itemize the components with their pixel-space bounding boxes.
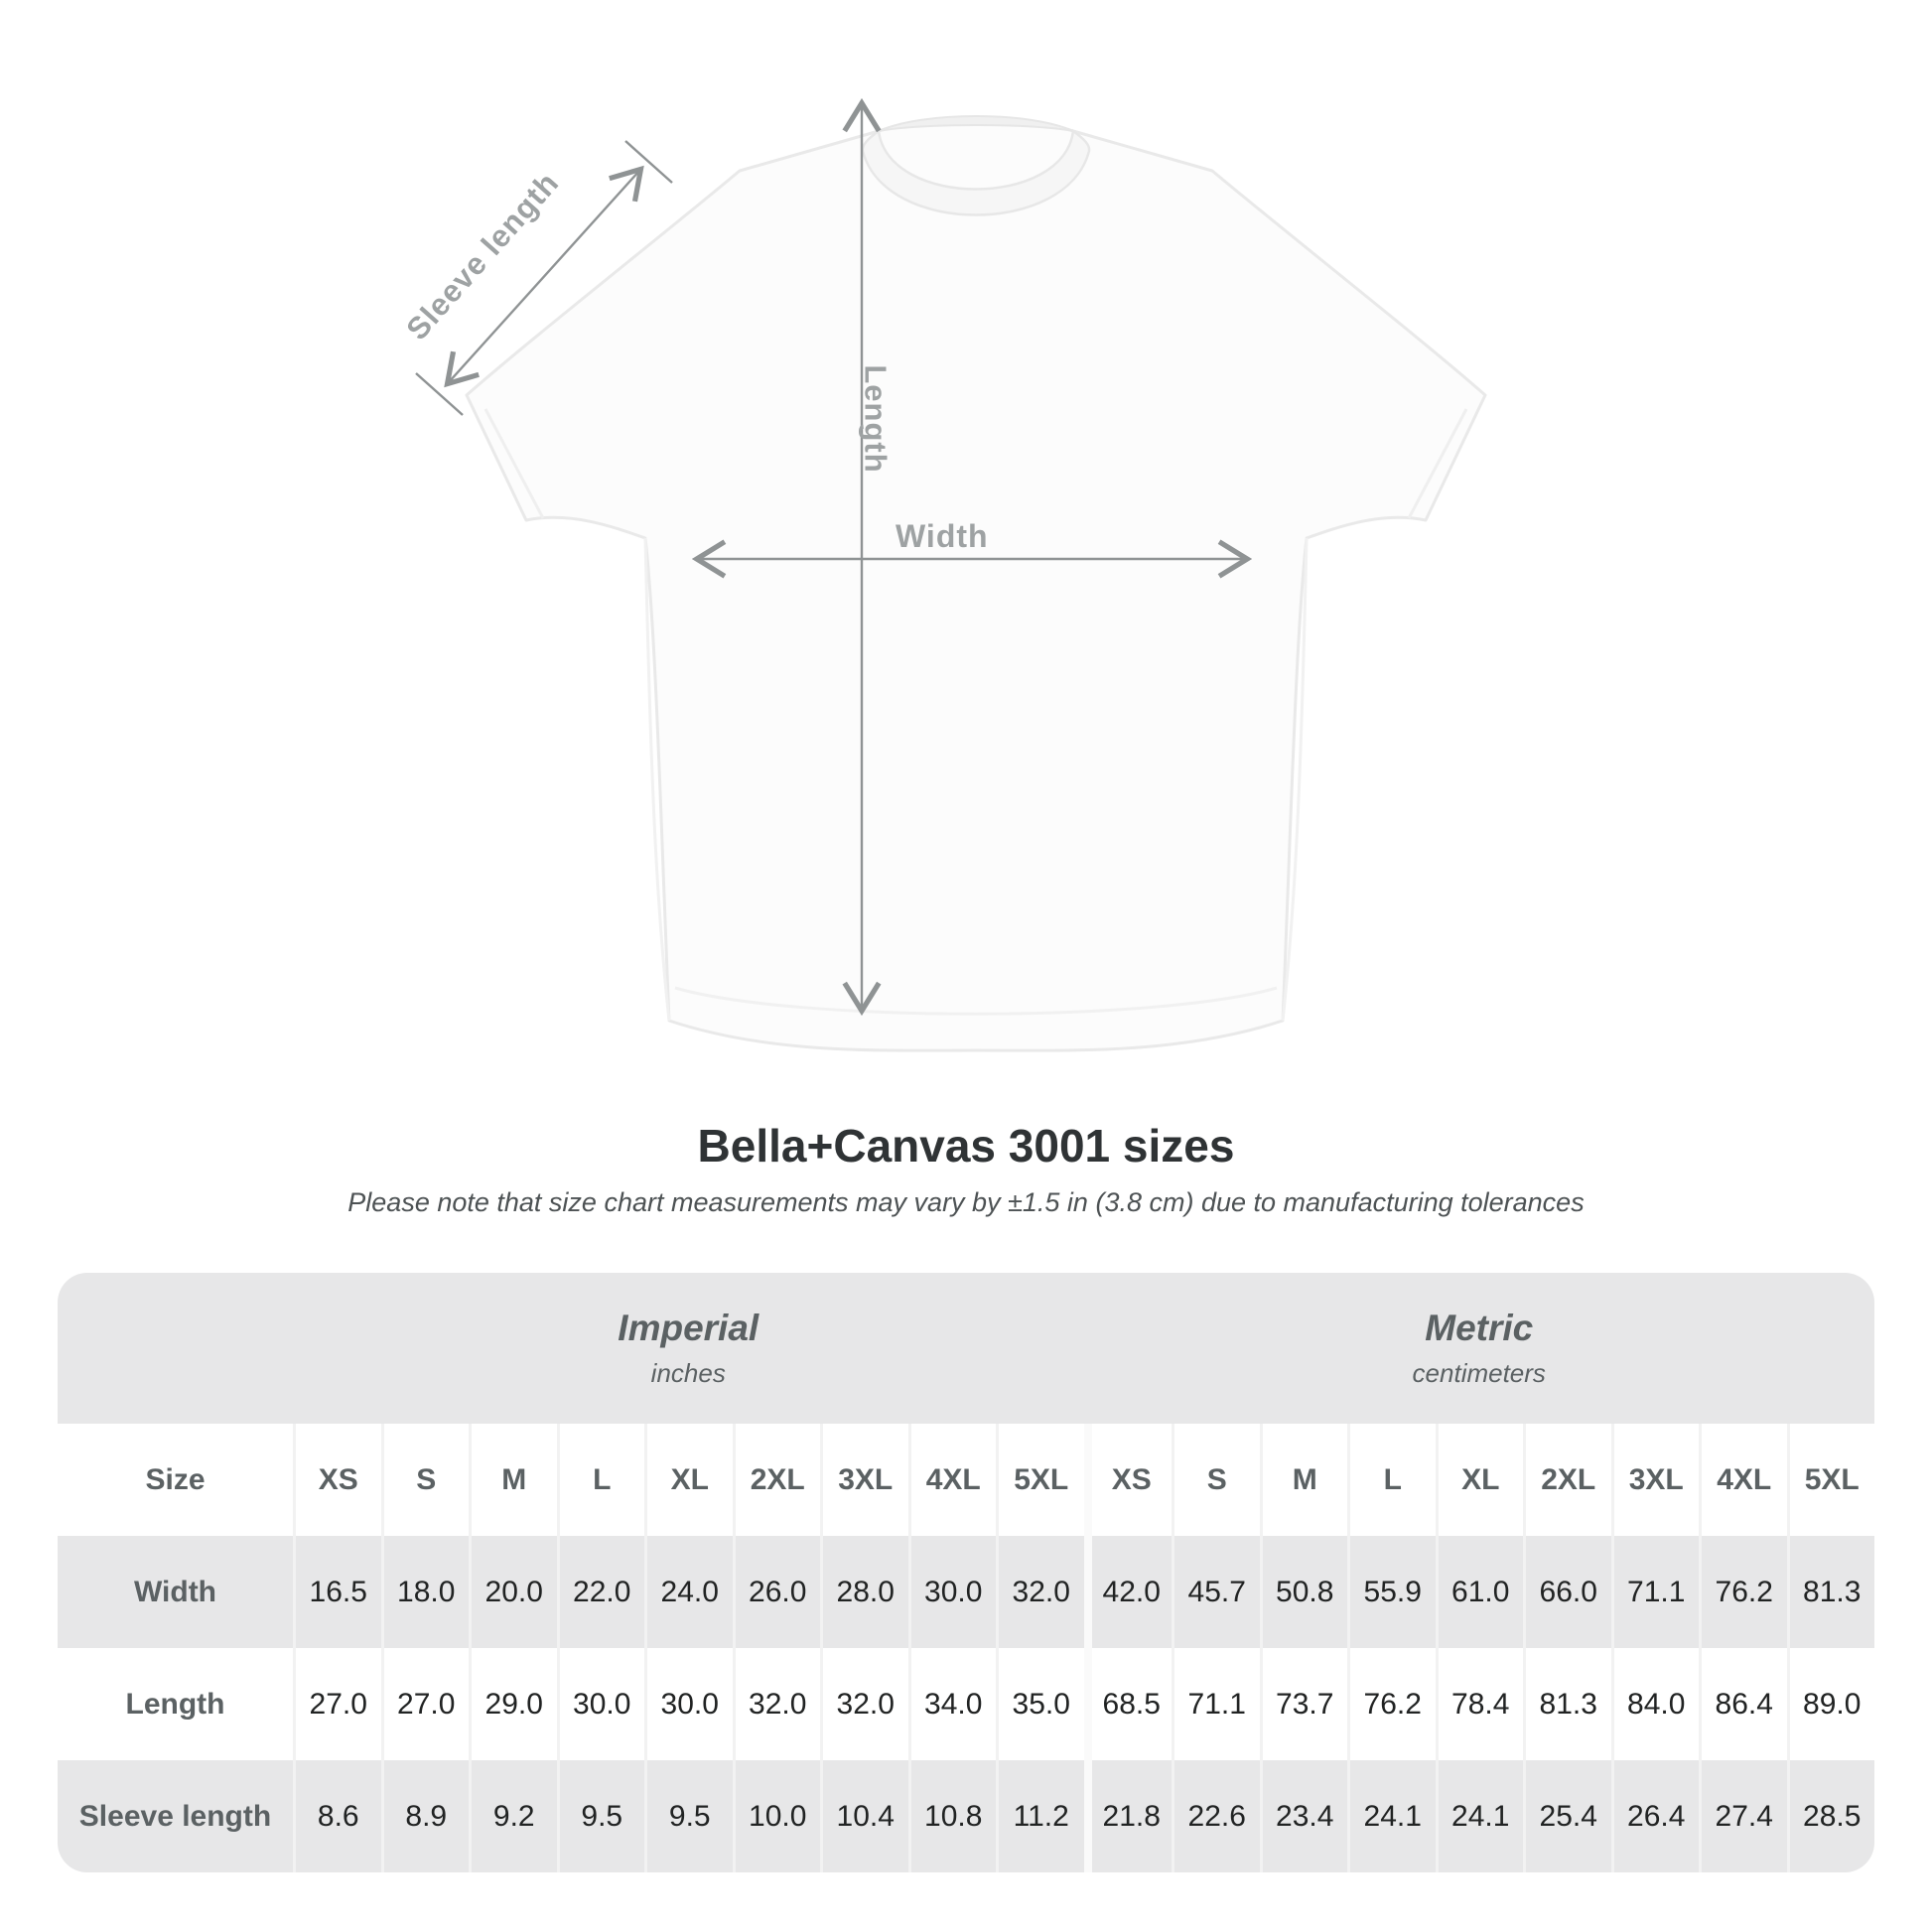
tee-silhouette	[465, 115, 1487, 1052]
size-header-imperial-3XL: 3XL	[820, 1424, 908, 1536]
value-imperial: 27.0	[380, 1648, 470, 1760]
value-metric: 42.0	[1083, 1536, 1173, 1648]
row-label: Length	[125, 1687, 225, 1721]
size-header-metric-2XL: 2XL	[1523, 1424, 1611, 1536]
value-metric: 23.4	[1259, 1760, 1348, 1872]
value-metric: 71.1	[1610, 1536, 1700, 1648]
value-imperial: 10.8	[907, 1760, 997, 1872]
value-metric: 28.5	[1786, 1760, 1875, 1872]
row-label: Sleeve length	[78, 1799, 272, 1833]
length-dimension-label: Length	[858, 364, 894, 474]
value-imperial: 24.0	[644, 1536, 733, 1648]
imperial-unit: inches	[650, 1357, 726, 1388]
imperial-section-header: Imperial inches	[293, 1273, 1084, 1424]
value-metric: 27.4	[1699, 1760, 1787, 1872]
size-header-imperial-4XL: 4XL	[907, 1424, 997, 1536]
units-header-row: Imperial inches Metric centimeters	[58, 1273, 1874, 1424]
size-header-imperial-XS: XS	[293, 1424, 381, 1536]
width-dimension-label: Width	[896, 518, 989, 554]
size-header-metric-XS: XS	[1083, 1424, 1173, 1536]
value-imperial: 18.0	[380, 1536, 470, 1648]
size-header-metric-L: L	[1347, 1424, 1436, 1536]
value-imperial: 22.0	[556, 1536, 645, 1648]
tshirt-graphic	[415, 97, 1487, 1052]
size-header-row: Size XS S M L XL 2XL 3XL 4XL 5XL XS S M L XL 2XL 3XL 4XL 5…	[58, 1424, 1874, 1536]
size-header-imperial-2XL: 2XL	[732, 1424, 821, 1536]
value-metric: 26.4	[1610, 1760, 1700, 1872]
size-column-header: Size	[145, 1462, 206, 1496]
value-imperial: 30.0	[644, 1648, 733, 1760]
imperial-title: Imperial	[618, 1307, 759, 1348]
value-metric: 78.4	[1435, 1648, 1524, 1760]
value-metric: 24.1	[1347, 1760, 1436, 1872]
size-header-metric-3XL: 3XL	[1610, 1424, 1700, 1536]
value-metric: 22.6	[1172, 1760, 1260, 1872]
table-row: Width 16.5 18.0 20.0 22.0 24.0 26.0 28.0 30.0 32.…	[58, 1536, 1874, 1648]
value-imperial: 30.0	[907, 1536, 997, 1648]
value-metric: 24.1	[1435, 1760, 1524, 1872]
value-metric: 50.8	[1259, 1536, 1348, 1648]
value-metric: 25.4	[1523, 1760, 1611, 1872]
table-row: Length 27.0 27.0 29.0 30.0 30.0 32.0 32.0 34.0 35…	[58, 1648, 1874, 1760]
value-metric: 81.3	[1523, 1648, 1611, 1760]
value-imperial: 26.0	[732, 1536, 821, 1648]
value-imperial: 32.0	[996, 1536, 1084, 1648]
value-metric: 89.0	[1786, 1648, 1875, 1760]
value-metric: 66.0	[1523, 1536, 1611, 1648]
value-imperial: 28.0	[820, 1536, 908, 1648]
value-imperial: 8.9	[380, 1760, 470, 1872]
size-table: Imperial inches Metric centimeters Size X…	[58, 1273, 1874, 1872]
size-header-imperial-L: L	[556, 1424, 645, 1536]
size-header-imperial-S: S	[380, 1424, 470, 1536]
value-imperial: 8.6	[293, 1760, 381, 1872]
size-table-body: Size XS S M L XL 2XL 3XL 4XL 5XL XS S M L XL 2XL 3XL 4XL 5…	[58, 1424, 1874, 1872]
value-imperial: 11.2	[996, 1760, 1084, 1872]
value-metric: 86.4	[1699, 1648, 1787, 1760]
value-imperial: 20.0	[469, 1536, 557, 1648]
size-header-metric-5XL: 5XL	[1786, 1424, 1875, 1536]
value-metric: 61.0	[1435, 1536, 1524, 1648]
table-row: Sleeve length 8.6 8.9 9.2 9.5 9.5 10.0 10.4 10.8…	[58, 1760, 1874, 1872]
caption: Bella+Canvas 3001 sizes Please note that…	[0, 1120, 1932, 1218]
value-metric: 71.1	[1172, 1648, 1260, 1760]
metric-section-header: Metric centimeters	[1084, 1273, 1875, 1424]
size-header-metric-S: S	[1172, 1424, 1260, 1536]
value-metric: 21.8	[1083, 1760, 1173, 1872]
value-imperial: 34.0	[907, 1648, 997, 1760]
size-header-metric-M: M	[1259, 1424, 1348, 1536]
size-header-metric-4XL: 4XL	[1699, 1424, 1787, 1536]
size-header-imperial-5XL: 5XL	[996, 1424, 1084, 1536]
size-header-metric-XL: XL	[1435, 1424, 1524, 1536]
value-imperial: 35.0	[996, 1648, 1084, 1760]
value-imperial: 16.5	[293, 1536, 381, 1648]
value-metric: 55.9	[1347, 1536, 1436, 1648]
dimension-arrows	[415, 97, 1253, 1017]
page-title: Bella+Canvas 3001 sizes	[697, 1120, 1235, 1172]
value-metric: 68.5	[1083, 1648, 1173, 1760]
units-header-spacer	[58, 1273, 293, 1424]
metric-title: Metric	[1425, 1307, 1534, 1348]
value-imperial: 30.0	[556, 1648, 645, 1760]
value-imperial: 10.4	[820, 1760, 908, 1872]
value-metric: 84.0	[1610, 1648, 1700, 1760]
size-header-imperial-XL: XL	[644, 1424, 733, 1536]
size-header-imperial-M: M	[469, 1424, 557, 1536]
metric-unit: centimeters	[1412, 1357, 1546, 1388]
value-imperial: 10.0	[732, 1760, 821, 1872]
value-imperial: 9.5	[556, 1760, 645, 1872]
value-imperial: 9.2	[469, 1760, 557, 1872]
value-metric: 76.2	[1699, 1536, 1787, 1648]
tshirt-measurement-figure: Sleeve length Length Width	[399, 97, 1487, 1052]
value-metric: 45.7	[1172, 1536, 1260, 1648]
value-imperial: 9.5	[644, 1760, 733, 1872]
row-label: Width	[133, 1575, 217, 1608]
value-metric: 73.7	[1259, 1648, 1348, 1760]
value-imperial: 27.0	[293, 1648, 381, 1760]
value-imperial: 32.0	[820, 1648, 908, 1760]
value-imperial: 29.0	[469, 1648, 557, 1760]
value-metric: 76.2	[1347, 1648, 1436, 1760]
value-imperial: 32.0	[732, 1648, 821, 1760]
value-metric: 81.3	[1786, 1536, 1875, 1648]
tolerance-note: Please note that size chart measurements…	[347, 1187, 1585, 1217]
